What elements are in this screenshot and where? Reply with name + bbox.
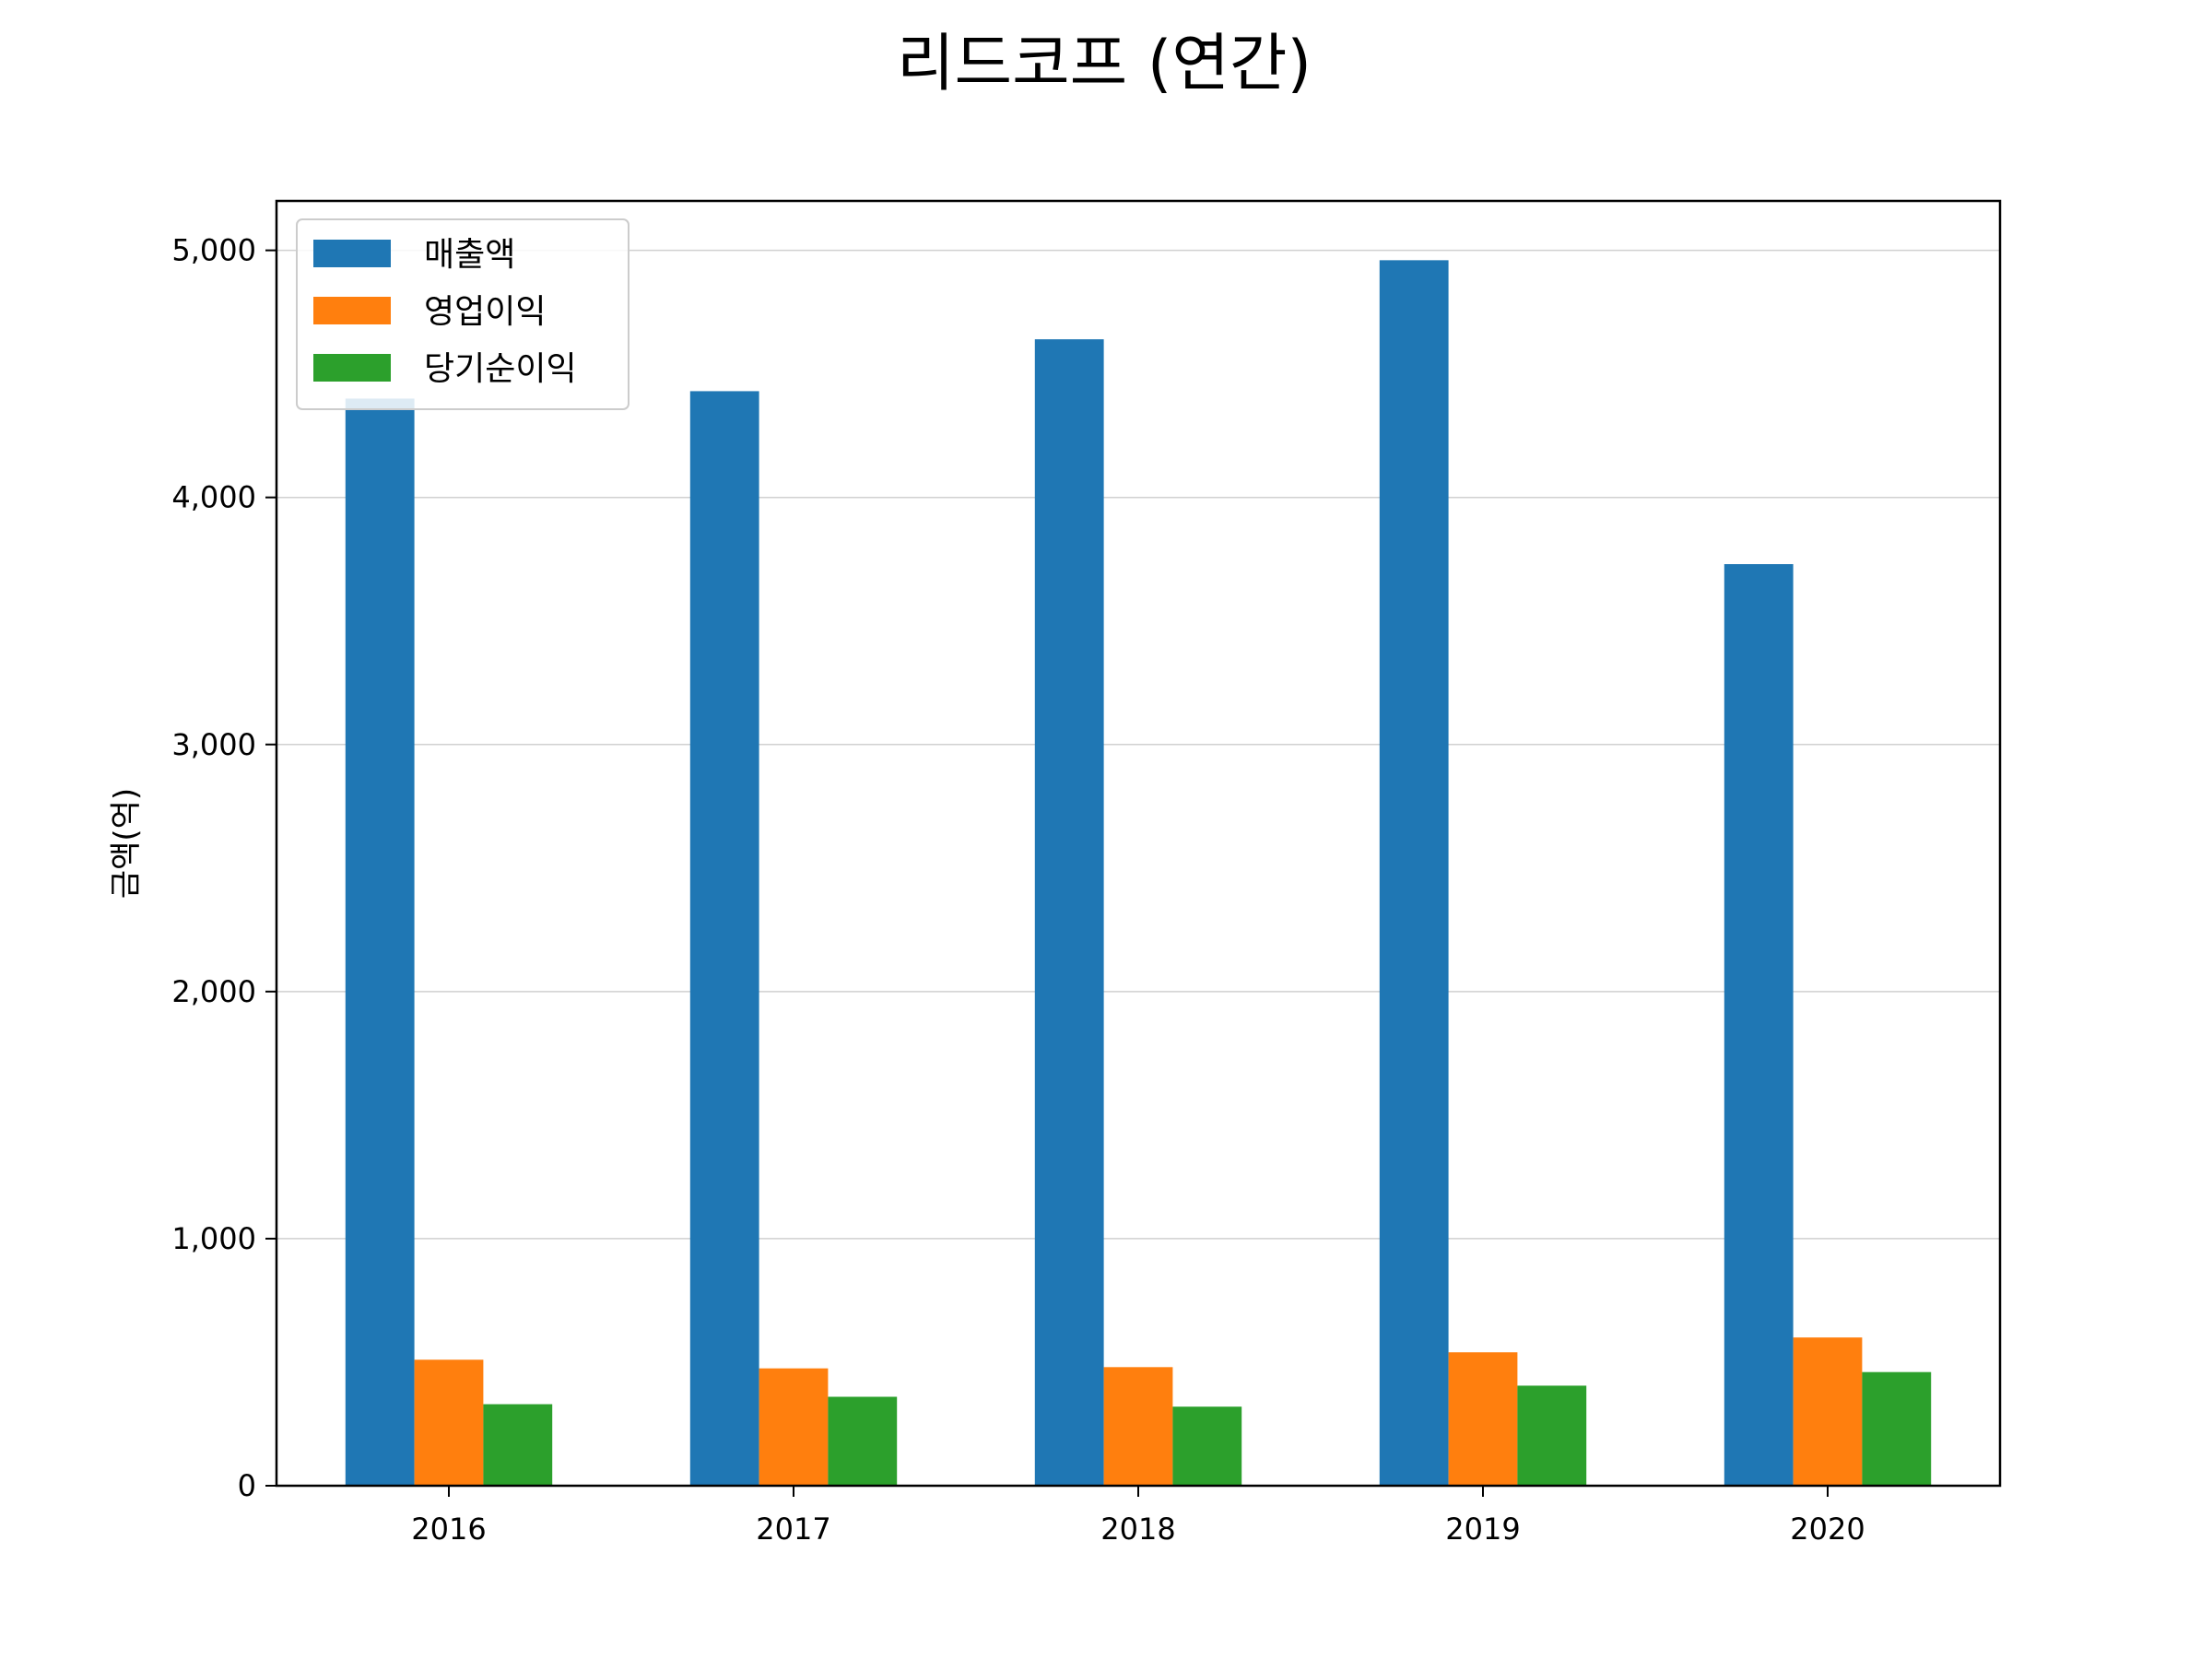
- legend-label: 영업이익: [424, 293, 546, 331]
- bar: [1517, 1385, 1587, 1486]
- bar: [1034, 339, 1104, 1487]
- x-axis: 2016 2017 2018 2019 2020: [411, 1486, 1865, 1547]
- legend-swatch: [313, 240, 391, 267]
- bar: [483, 1404, 553, 1486]
- bars: [345, 260, 1932, 1487]
- bar: [1793, 1337, 1863, 1486]
- y-axis: 0 1,000 2,000 3,000 4,000 5,000: [171, 233, 276, 1503]
- bar: [1862, 1371, 1932, 1486]
- bar: [759, 1368, 829, 1486]
- y-tick-label: 0: [238, 1468, 256, 1503]
- bar: [828, 1396, 898, 1486]
- chart-title: 리드코프 (연간): [897, 28, 1312, 100]
- bar: [689, 391, 759, 1487]
- y-axis-label: 금액(억): [108, 788, 145, 899]
- bar: [1379, 260, 1449, 1486]
- legend-label: 매출액: [424, 236, 515, 274]
- x-tick-label: 2020: [1790, 1512, 1865, 1547]
- bar: [345, 398, 415, 1486]
- bar: [414, 1359, 484, 1486]
- y-tick-label: 5,000: [171, 233, 256, 268]
- x-tick-label: 2016: [411, 1512, 486, 1547]
- y-tick-label: 4,000: [171, 480, 256, 515]
- bar: [1172, 1406, 1242, 1486]
- legend-swatch: [313, 354, 391, 382]
- y-tick-label: 1,000: [171, 1221, 256, 1256]
- y-tick-label: 2,000: [171, 974, 256, 1009]
- x-tick-label: 2019: [1445, 1512, 1520, 1547]
- legend-label: 당기순이익: [424, 350, 577, 388]
- y-tick-label: 3,000: [171, 727, 256, 762]
- x-tick-label: 2018: [1100, 1512, 1175, 1547]
- x-tick-label: 2017: [756, 1512, 830, 1547]
- bar: [1448, 1352, 1518, 1486]
- bar: [1724, 564, 1794, 1486]
- legend-swatch: [313, 297, 391, 324]
- bar: [1103, 1367, 1173, 1486]
